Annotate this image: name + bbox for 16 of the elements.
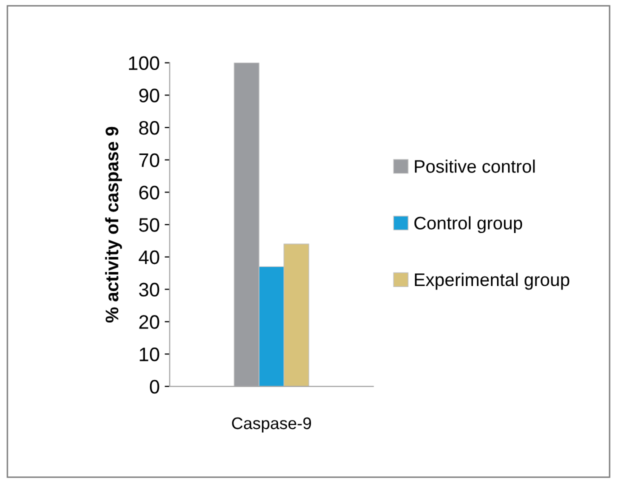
y-tick-label: 100: [128, 56, 160, 70]
y-tick-label: 40: [138, 250, 160, 264]
y-tick-label: 10: [140, 348, 160, 362]
y-axis-title: % activity of caspase 9: [105, 126, 122, 322]
y-tick-label: 60: [139, 186, 160, 200]
y-tick-label: 30: [139, 282, 160, 297]
y-tick-label: 0: [150, 380, 160, 394]
y-tick-label: 80: [139, 120, 160, 135]
x-tick-label: Caspase-9: [232, 417, 311, 432]
y-tick-label: 90: [139, 88, 160, 102]
legend-label: Experimental group: [414, 272, 570, 290]
legend-label: Positive control: [414, 160, 535, 173]
legend-label: Control group: [414, 216, 522, 234]
y-tick-label: 20: [139, 315, 160, 329]
y-tick-label: 70: [139, 153, 160, 168]
y-tick-label: 50: [139, 218, 160, 232]
